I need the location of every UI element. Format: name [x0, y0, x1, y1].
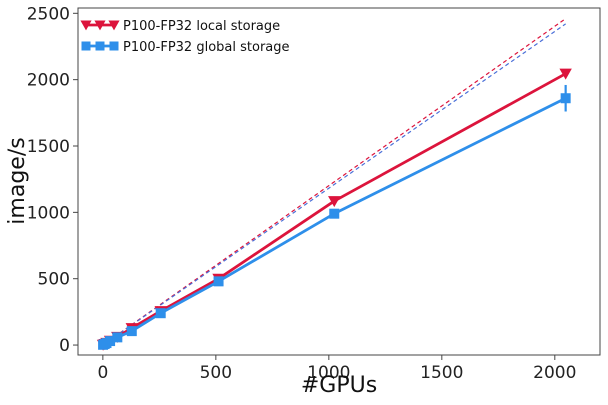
data-point [155, 308, 166, 319]
y-tick-label: 2000 [27, 71, 70, 91]
data-point [105, 336, 116, 347]
y-tick-label: 2500 [27, 4, 70, 24]
legend-marker [81, 41, 91, 51]
x-tick-label: 0 [97, 363, 108, 383]
y-axis-label: image/s [5, 137, 30, 224]
legend-marker [95, 41, 105, 51]
legend-marker [108, 20, 120, 31]
legend: P100-FP32 local storage P100-FP32 global … [80, 19, 290, 55]
data-point [328, 196, 341, 208]
data-point [559, 68, 572, 80]
ideal-scaling-line [102, 23, 566, 346]
x-axis-ticks: 0 500 1000 1500 2000 [97, 355, 576, 383]
data-point [213, 276, 224, 287]
x-axis-label: #GPUs [301, 373, 377, 398]
data-point [126, 326, 137, 337]
plot-frame [77, 7, 601, 356]
y-tick-label: 1500 [27, 137, 70, 157]
data-point [112, 332, 123, 343]
y-tick-label: 500 [38, 270, 70, 290]
data-point [560, 93, 571, 104]
legend-label: P100-FP32 global storage [123, 40, 290, 55]
x-tick-label: 500 [200, 363, 232, 383]
legend-label: P100-FP32 local storage [123, 19, 280, 34]
x-tick-label: 2000 [533, 363, 576, 383]
x-tick-label: 1000 [307, 363, 350, 383]
data-point [329, 208, 340, 219]
ideal-scaling-line [102, 18, 566, 346]
y-tick-label: 0 [59, 336, 70, 356]
legend-marker [94, 20, 106, 31]
series-layer [96, 68, 572, 351]
ideal-scaling-lines [102, 18, 566, 346]
y-axis-ticks: 0 500 1000 1500 2000 2500 [27, 4, 78, 356]
legend-marker [80, 20, 92, 31]
series-2 [98, 84, 571, 350]
series-line [102, 96, 567, 347]
legend-marker [109, 41, 119, 51]
x-tick-label: 1500 [420, 363, 463, 383]
y-tick-label: 1000 [27, 203, 70, 223]
